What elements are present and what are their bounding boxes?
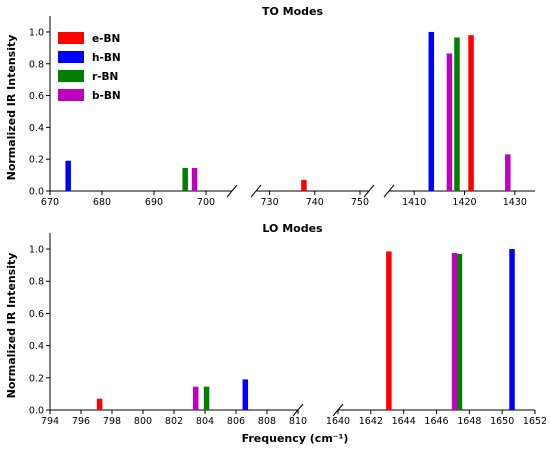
bar-r-bn xyxy=(182,167,188,191)
axis-break-mark xyxy=(363,184,375,198)
legend-swatch xyxy=(58,89,84,101)
x-tick-label: 1652 xyxy=(523,416,547,427)
y-tick-label: 0.4 xyxy=(29,341,44,352)
panel-title: LO Modes xyxy=(262,222,323,235)
x-tick-label: 750 xyxy=(351,197,369,208)
legend-label: b-BN xyxy=(92,90,121,102)
bar-e-bn xyxy=(301,179,307,191)
x-tick-label: 1642 xyxy=(359,416,383,427)
legend-swatch xyxy=(58,32,84,44)
y-tick-label: 0.0 xyxy=(29,187,44,198)
y-tick-label: 0.8 xyxy=(29,59,44,70)
y-axis-label: Normalized IR Intensity xyxy=(5,35,18,181)
legend-swatch xyxy=(58,70,84,82)
bar-e-bn xyxy=(468,35,474,192)
legend-swatch xyxy=(58,51,84,63)
bar-r-bn xyxy=(456,253,463,410)
bar-h-bn xyxy=(65,160,71,191)
x-tick-label: 1430 xyxy=(503,197,527,208)
y-tick-label: 0.4 xyxy=(29,123,44,134)
x-tick-label: 690 xyxy=(145,197,163,208)
x-tick-label: 740 xyxy=(306,197,324,208)
x-tick-label: 804 xyxy=(196,416,214,427)
x-axis-label: Frequency (cm⁻¹) xyxy=(242,432,349,445)
axis-break-mark xyxy=(292,403,304,417)
to-modes-panel: TO Modes Normalized IR Intensity 0.0 0.2 0.4… xyxy=(5,5,535,208)
y-tick-label: 1.0 xyxy=(29,27,44,38)
bar-b-bn xyxy=(192,386,199,410)
x-tick-label: 670 xyxy=(41,197,59,208)
x-tick-label: 806 xyxy=(227,416,245,427)
x-tick-label: 802 xyxy=(165,416,183,427)
y-tick-label: 0.8 xyxy=(29,277,44,288)
y-tick-label: 0.2 xyxy=(29,373,44,384)
y-tick-label: 0.6 xyxy=(29,309,44,320)
x-tick-label: 1644 xyxy=(392,416,416,427)
x-tick-label: 796 xyxy=(72,416,90,427)
lo-modes-panel: LO Modes Normalized IR Intensity 0.0 0.2 0.4… xyxy=(5,222,547,445)
x-tick-label: 700 xyxy=(197,197,215,208)
bar-h-bn xyxy=(509,249,515,410)
bar-b-bn xyxy=(505,154,511,191)
x-tick-label: 810 xyxy=(289,416,307,427)
y-axis-label: Normalized IR Intensity xyxy=(5,253,18,399)
bar-r-bn xyxy=(454,37,460,192)
x-tick-label: 1648 xyxy=(457,416,481,427)
legend: e-BN h-BN r-BN b-BN xyxy=(58,32,121,102)
bar-e-bn xyxy=(96,398,103,410)
bar-e-bn xyxy=(386,251,392,410)
x-tick-label: 1650 xyxy=(490,416,514,427)
x-tick-label: 1646 xyxy=(424,416,448,427)
bar-b-bn xyxy=(191,167,198,191)
bar-r-bn xyxy=(203,386,210,410)
x-tick-label: 730 xyxy=(260,197,278,208)
x-tick-label: 800 xyxy=(134,416,152,427)
legend-label: r-BN xyxy=(92,71,118,83)
x-tick-label: 1420 xyxy=(452,197,476,208)
y-tick-label: 0.2 xyxy=(29,155,44,166)
x-tick-label: 1410 xyxy=(402,197,426,208)
bar-b-bn xyxy=(446,53,453,191)
y-tick-label: 0.0 xyxy=(29,406,44,417)
x-tick-label: 794 xyxy=(41,416,59,427)
y-tick-label: 1.0 xyxy=(29,245,44,256)
panel-title: TO Modes xyxy=(262,5,324,18)
bar-b-bn xyxy=(451,253,458,410)
x-tick-label: 798 xyxy=(103,416,121,427)
bar-h-bn xyxy=(242,379,249,410)
legend-label: e-BN xyxy=(92,33,120,45)
bar-h-bn xyxy=(428,31,435,192)
axis-break-mark xyxy=(226,184,238,198)
x-tick-label: 808 xyxy=(258,416,276,427)
x-tick-label: 1640 xyxy=(326,416,350,427)
x-tick-label: 680 xyxy=(93,197,111,208)
legend-label: h-BN xyxy=(92,52,121,64)
y-tick-label: 0.6 xyxy=(29,91,44,102)
